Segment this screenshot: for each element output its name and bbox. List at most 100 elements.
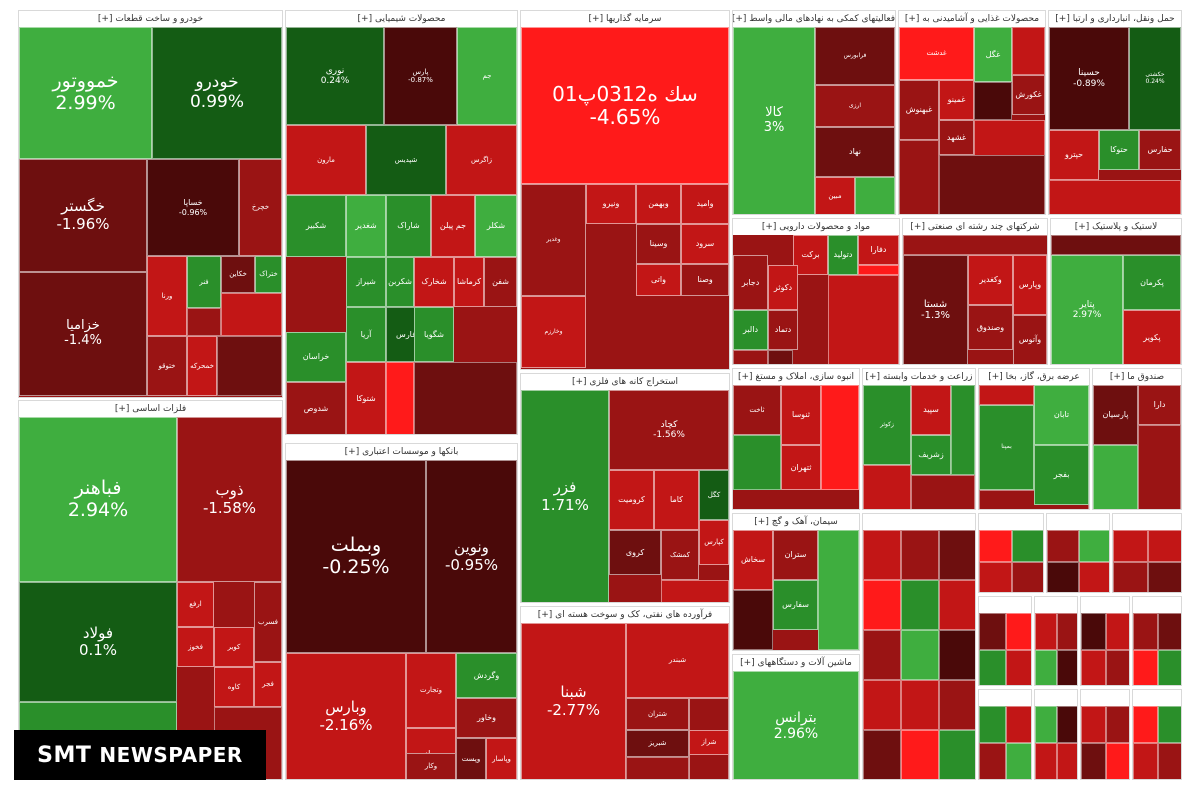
treemap-tile[interactable]: کرمان (859, 671, 860, 780)
treemap-minor-tile[interactable] (1057, 706, 1078, 743)
treemap-tile[interactable]: ونوین -0.95% (426, 460, 517, 653)
treemap-tile[interactable]: بفجر (1034, 445, 1089, 505)
treemap-minor-tile[interactable] (1081, 650, 1106, 686)
treemap-minor-tile[interactable] (901, 630, 939, 680)
treemap-tile[interactable]: کاما (654, 470, 699, 530)
treemap-tile[interactable]: کرماشا (454, 257, 484, 307)
treemap-tile[interactable]: وصنا (681, 264, 729, 296)
sector-title[interactable]: شرکتهای چند رشته ای صنعتی [+] (903, 219, 1047, 235)
treemap-minor-tile[interactable] (939, 680, 976, 730)
treemap-tile[interactable]: شغدیر (346, 195, 386, 257)
treemap-tile[interactable]: وبملت -0.25% (286, 460, 426, 653)
treemap-minor-tile[interactable] (979, 613, 1006, 650)
treemap-minor-tile[interactable] (974, 120, 1045, 160)
treemap-tile[interactable]: سخاش (733, 530, 773, 590)
sector-title[interactable]: حمل ونقل، انبارداری و ارتبا [+] (1049, 11, 1181, 27)
treemap-minor-tile[interactable] (1012, 562, 1044, 593)
treemap-tile[interactable]: شپدیس (366, 125, 446, 195)
treemap-minor-tile[interactable] (1057, 743, 1078, 780)
sector-title[interactable]: انبوه سازی، املاک و مستغ [+] (733, 369, 859, 385)
treemap-minor-tile[interactable] (1148, 562, 1182, 593)
treemap-tile[interactable]: سك ه0312پ01 -4.65% (521, 27, 729, 184)
treemap-minor-tile[interactable] (911, 475, 975, 510)
treemap-tile[interactable]: دفارا (858, 235, 899, 265)
treemap-tile[interactable]: پکرمان (1123, 255, 1181, 310)
treemap-minor-tile[interactable] (1113, 530, 1148, 562)
treemap-tile[interactable]: ورنا (147, 256, 187, 336)
treemap-tile[interactable]: فرابورس (815, 27, 895, 85)
treemap-tile[interactable]: شدوص (286, 382, 346, 435)
treemap-tile[interactable]: شفن (484, 257, 517, 307)
treemap-minor-tile[interactable] (863, 465, 911, 510)
treemap-tile[interactable]: حپترو (1049, 130, 1099, 180)
treemap-minor-tile[interactable] (217, 336, 282, 396)
treemap-tile[interactable]: ثنوسا (781, 385, 821, 445)
treemap-tile[interactable]: غشهد (939, 120, 974, 155)
treemap-minor-tile[interactable] (939, 155, 1045, 215)
treemap-minor-tile[interactable] (1006, 743, 1032, 780)
sector-title[interactable]: مواد و محصولات دارویی [+] (733, 219, 899, 235)
treemap-minor-tile[interactable] (901, 580, 939, 630)
treemap-tile[interactable]: پارسیان (1093, 385, 1138, 445)
treemap-tile[interactable]: شبنا -2.77% (521, 623, 626, 780)
treemap-tile[interactable]: زکوثر (863, 385, 911, 465)
treemap-tile[interactable]: ارفع (177, 582, 214, 627)
treemap-minor-tile[interactable] (1079, 530, 1110, 562)
treemap-minor-tile[interactable] (414, 362, 517, 435)
treemap-tile[interactable]: سرود (681, 224, 729, 264)
treemap-tile[interactable]: بترانس 2.96% (733, 671, 859, 780)
treemap-tile[interactable]: سپید (911, 385, 951, 435)
sector-title[interactable]: خودرو و ساخت قطعات [+] (19, 11, 282, 27)
treemap-tile[interactable]: شیراز (346, 257, 386, 307)
treemap-tile[interactable]: سفارس (773, 580, 818, 630)
treemap-minor-tile[interactable] (863, 530, 901, 580)
treemap-tile[interactable]: وصندوق (968, 305, 1013, 350)
treemap-tile[interactable]: شستا -1.3% (903, 255, 968, 365)
treemap-minor-tile[interactable] (951, 385, 975, 475)
treemap-tile[interactable]: آریا (346, 307, 386, 362)
treemap-minor-tile[interactable] (979, 385, 1034, 405)
treemap-minor-tile[interactable] (1106, 706, 1130, 743)
treemap-minor-tile[interactable] (1113, 562, 1148, 593)
treemap-minor-tile[interactable] (187, 308, 221, 336)
treemap-tile[interactable]: فباهنر 2.94% (19, 417, 177, 582)
treemap-minor-tile[interactable] (733, 590, 773, 650)
treemap-tile[interactable]: دتولید (828, 235, 858, 275)
treemap-minor-tile[interactable] (901, 730, 939, 780)
treemap-tile[interactable]: غبهنوش (899, 80, 939, 140)
treemap-tile[interactable]: زشریف (911, 435, 951, 475)
treemap-minor-tile[interactable] (1006, 613, 1032, 650)
treemap-tile[interactable]: شاراک (386, 195, 431, 257)
treemap-minor-tile[interactable] (1051, 235, 1181, 255)
treemap-tile[interactable]: کرومیت (609, 470, 654, 530)
treemap-tile[interactable]: ثتهران (781, 445, 821, 490)
treemap-tile[interactable]: دکوثر (768, 265, 798, 310)
treemap-tile[interactable]: ذوب -1.58% (177, 417, 282, 582)
treemap-tile[interactable]: شتران (626, 698, 689, 730)
treemap-minor-tile[interactable] (979, 562, 1012, 593)
treemap-minor-tile[interactable] (939, 730, 976, 780)
treemap-tile[interactable]: جم (457, 27, 517, 125)
treemap-tile[interactable]: ارزی (815, 85, 895, 127)
treemap-tile[interactable]: فنر (187, 256, 221, 308)
treemap-tile[interactable]: خساپا -0.96% (147, 159, 239, 256)
treemap-tile[interactable]: فولاد 0.1% (19, 582, 177, 702)
treemap-minor-tile[interactable] (979, 706, 1006, 743)
treemap-minor-tile[interactable] (1035, 650, 1057, 686)
treemap-minor-tile[interactable] (1006, 650, 1032, 686)
treemap-tile[interactable]: کمشک (661, 530, 699, 580)
treemap-minor-tile[interactable] (855, 177, 895, 215)
treemap-tile[interactable]: وآتوس (1013, 315, 1047, 365)
treemap-tile[interactable]: ستران (773, 530, 818, 580)
sector-title[interactable]: فرآورده های نفتی، کک و سوخت هسته ای [+] (521, 607, 729, 623)
treemap-tile[interactable]: وگردش (456, 653, 517, 698)
treemap-tile[interactable]: پارس -0.87% (384, 27, 457, 125)
treemap-tile[interactable]: دارا (1138, 385, 1181, 425)
treemap-minor-tile[interactable] (1106, 743, 1130, 780)
treemap-minor-tile[interactable] (903, 235, 1048, 255)
treemap-tile[interactable]: وکار (406, 753, 456, 780)
treemap-tile[interactable]: فزر 1.71% (521, 390, 609, 603)
treemap-minor-tile[interactable] (1133, 650, 1158, 686)
treemap-tile[interactable]: خزامیا -1.4% (19, 272, 147, 396)
treemap-minor-tile[interactable] (1057, 613, 1078, 650)
